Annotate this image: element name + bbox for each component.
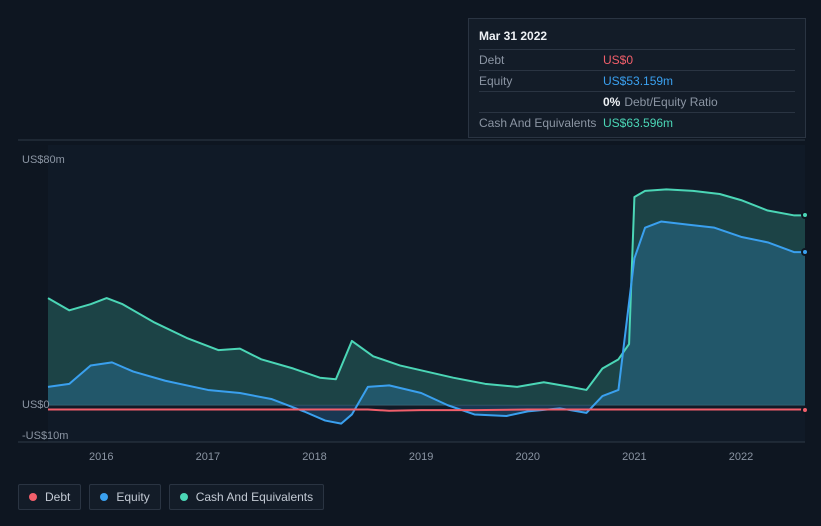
tooltip-value: US$63.596m	[603, 116, 673, 130]
legend-item[interactable]: Equity	[89, 484, 160, 510]
tooltip-label: Equity	[479, 74, 603, 88]
x-tick: 2018	[302, 451, 326, 463]
legend-label: Debt	[45, 490, 70, 504]
tooltip-label	[479, 95, 603, 109]
equity-end-marker	[801, 248, 809, 256]
legend-label: Cash And Equivalents	[196, 490, 313, 504]
legend-swatch	[100, 493, 108, 501]
tooltip-value: US$53.159m	[603, 74, 673, 88]
tooltip-date: Mar 31 2022	[479, 25, 795, 49]
x-tick: 2021	[622, 451, 646, 463]
y-tick: -US$10m	[22, 430, 68, 442]
y-tick: US$0	[22, 399, 50, 411]
legend-swatch	[29, 493, 37, 501]
legend-swatch	[180, 493, 188, 501]
legend-item[interactable]: Cash And Equivalents	[169, 484, 324, 510]
tooltip-row: EquityUS$53.159m	[479, 70, 795, 91]
tooltip-row: Cash And EquivalentsUS$63.596m	[479, 112, 795, 133]
tooltip-row: 0%Debt/Equity Ratio	[479, 91, 795, 112]
x-tick: 2022	[729, 451, 753, 463]
y-tick: US$80m	[22, 154, 65, 166]
x-tick: 2017	[196, 451, 220, 463]
chart-legend: Debt Equity Cash And Equivalents	[18, 484, 324, 510]
legend-label: Equity	[116, 490, 149, 504]
debt-end-marker	[801, 406, 809, 414]
tooltip-label: Cash And Equivalents	[479, 116, 603, 130]
chart-tooltip: Mar 31 2022 DebtUS$0EquityUS$53.159m0%De…	[468, 18, 806, 138]
tooltip-value: 0%Debt/Equity Ratio	[603, 95, 718, 109]
x-tick: 2016	[89, 451, 113, 463]
tooltip-value: US$0	[603, 53, 633, 67]
cash-end-marker	[801, 211, 809, 219]
tooltip-row: DebtUS$0	[479, 49, 795, 70]
x-tick: 2020	[516, 451, 540, 463]
x-tick: 2019	[409, 451, 433, 463]
tooltip-label: Debt	[479, 53, 603, 67]
legend-item[interactable]: Debt	[18, 484, 81, 510]
